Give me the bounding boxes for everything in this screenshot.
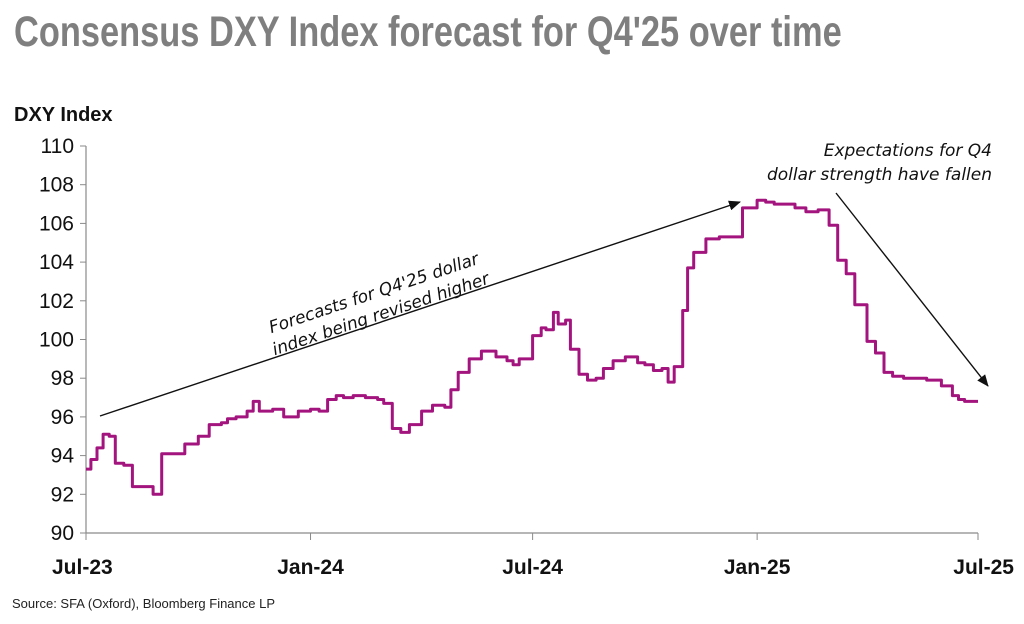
y-tick-label: 98 (51, 367, 74, 390)
annotation-falling: Expectations for Q4 dollar strength have … (767, 141, 992, 185)
x-tick-label: Jan-24 (277, 556, 344, 579)
axes (80, 145, 979, 540)
y-tick-label: 108 (39, 174, 74, 197)
annotation-text: Expectations for Q4 (824, 141, 992, 161)
x-tick-label: Jul-23 (52, 556, 113, 579)
y-axis-label: DXY Index (14, 104, 113, 126)
y-tick-label: 94 (51, 445, 75, 468)
y-tick-label: 92 (51, 483, 74, 506)
y-tick-label: 102 (39, 290, 74, 313)
x-tick-label: Jan-25 (724, 556, 791, 579)
y-tick-label: 90 (51, 522, 74, 545)
y-tick-label: 110 (41, 135, 74, 158)
source-note: Source: SFA (Oxford), Bloomberg Finance … (12, 596, 276, 611)
x-tick-label: Jul-24 (502, 556, 563, 579)
y-tick-label: 104 (39, 251, 74, 274)
annotation-arrow-up (99, 200, 741, 417)
chart-title: Consensus DXY Index forecast for Q4'25 o… (14, 8, 842, 56)
series-line (86, 198, 978, 496)
y-tick-label: 100 (39, 329, 74, 352)
series-layer (86, 198, 978, 496)
y-tick-label: 106 (39, 212, 74, 235)
y-tick-labels: 90 92 94 96 98 100 102 104 106 108 110 (39, 135, 74, 545)
y-tick-label: 96 (51, 406, 74, 429)
annotation-text: dollar strength have fallen (767, 165, 992, 185)
annotation-arrow-down (835, 192, 989, 387)
x-tick-label: Jul-25 (953, 556, 1014, 579)
x-tick-labels: Jul-23 Jan-24 Jul-24 Jan-25 Jul-25 (52, 556, 1014, 579)
